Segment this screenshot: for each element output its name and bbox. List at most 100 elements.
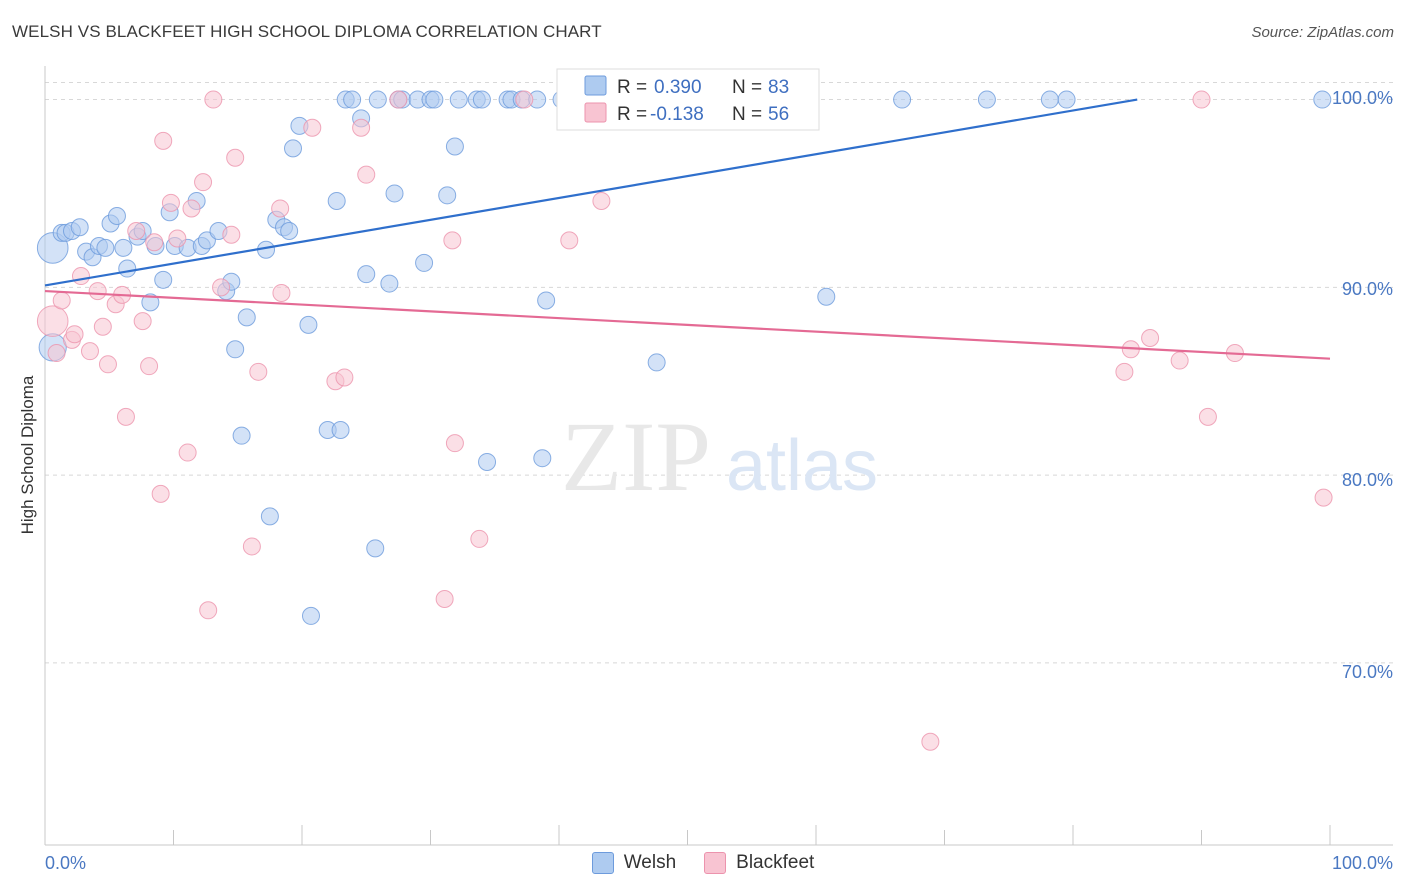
point-blackfeet-26 — [212, 278, 231, 297]
legend-n-value-welsh: 83 — [768, 77, 789, 98]
point-blackfeet-44 — [560, 231, 579, 250]
point-welsh-68 — [537, 291, 556, 310]
point-blackfeet-15 — [140, 357, 159, 376]
legend-label-blackfeet: Blackfeet — [736, 852, 815, 873]
point-welsh-30 — [237, 308, 256, 327]
point-blackfeet-30 — [249, 362, 268, 381]
point-blackfeet-51 — [1141, 329, 1160, 348]
point-welsh-18 — [154, 270, 173, 289]
series-legend: Welsh Blackfeet — [0, 852, 1406, 874]
point-welsh-67 — [533, 449, 552, 468]
point-blackfeet-25 — [204, 90, 223, 109]
grid — [45, 82, 1393, 664]
point-blackfeet-45 — [592, 191, 611, 210]
point-welsh-56 — [425, 90, 444, 109]
point-blackfeet-9 — [98, 355, 117, 374]
point-welsh-39 — [301, 606, 320, 625]
legend-n-value-blackfeet: 56 — [768, 104, 789, 125]
legend-item-blackfeet[interactable]: Blackfeet — [704, 852, 814, 874]
point-welsh-73 — [647, 353, 666, 372]
legend-swatch-blackfeet — [584, 102, 607, 123]
point-welsh-81 — [1057, 90, 1076, 109]
legend-r-label-blackfeet: R = — [617, 104, 647, 125]
point-welsh-79 — [977, 90, 996, 109]
y-tick-label-90: 90.0% — [1342, 279, 1393, 299]
point-blackfeet-31 — [271, 199, 290, 218]
point-welsh-41 — [327, 191, 346, 210]
point-blackfeet-16 — [145, 233, 164, 252]
point-welsh-77 — [817, 287, 836, 306]
point-welsh-5 — [70, 218, 89, 237]
point-welsh-54 — [415, 253, 434, 272]
point-welsh-11 — [107, 206, 126, 225]
x-tick-label-0: 0.0% — [45, 853, 86, 873]
point-welsh-46 — [357, 265, 376, 284]
point-welsh-32 — [260, 507, 279, 526]
point-blackfeet-48 — [921, 732, 940, 751]
point-blackfeet-18 — [154, 131, 173, 150]
point-blackfeet-42 — [470, 529, 489, 548]
point-blackfeet-41 — [445, 434, 464, 453]
axes — [44, 66, 1393, 846]
point-welsh-35 — [280, 221, 299, 240]
point-welsh-28 — [226, 340, 245, 359]
point-welsh-78 — [893, 90, 912, 109]
trend-lines — [44, 98, 1331, 360]
point-blackfeet-1 — [47, 344, 66, 363]
point-welsh-44 — [343, 90, 362, 109]
point-welsh-42 — [331, 421, 350, 440]
point-blackfeet-7 — [88, 282, 107, 301]
point-welsh-80 — [1040, 90, 1059, 109]
point-blackfeet-33 — [303, 118, 322, 137]
point-blackfeet-23 — [194, 173, 213, 192]
legend-swatch-welsh-bottom — [591, 852, 614, 874]
point-blackfeet-4 — [65, 325, 84, 344]
watermark-atlas: atlas — [726, 426, 878, 506]
legend-r-label-welsh: R = — [617, 77, 647, 98]
y-tick-label-100: 100.0% — [1332, 88, 1393, 108]
point-welsh-36 — [284, 139, 303, 158]
legend-label-welsh: Welsh — [623, 852, 677, 873]
point-blackfeet-37 — [357, 165, 376, 184]
point-blackfeet-20 — [168, 229, 187, 248]
point-blackfeet-17 — [151, 484, 170, 503]
trend-line-welsh — [44, 98, 1138, 287]
point-welsh-61 — [472, 90, 491, 109]
point-welsh-58 — [445, 137, 464, 156]
point-blackfeet-13 — [127, 221, 146, 240]
point-welsh-49 — [380, 274, 399, 293]
point-welsh-82 — [1313, 90, 1332, 109]
watermark-zip: ZIP — [561, 401, 711, 512]
point-blackfeet-14 — [133, 312, 152, 331]
legend-swatch-welsh — [584, 75, 607, 96]
point-blackfeet-22 — [182, 199, 201, 218]
point-blackfeet-54 — [1198, 407, 1217, 426]
point-blackfeet-35 — [335, 368, 354, 387]
point-welsh-50 — [385, 184, 404, 203]
legend-swatch-blackfeet-bottom — [704, 852, 727, 874]
point-blackfeet-6 — [80, 342, 99, 361]
point-blackfeet-24 — [199, 601, 218, 620]
point-blackfeet-43 — [515, 90, 534, 109]
point-blackfeet-56 — [1314, 488, 1333, 507]
point-blackfeet-19 — [161, 193, 180, 212]
point-welsh-38 — [299, 315, 318, 334]
point-blackfeet-12 — [116, 407, 135, 426]
legend-item-welsh[interactable]: Welsh — [591, 852, 677, 874]
point-blackfeet-52 — [1170, 351, 1189, 370]
point-welsh-13 — [118, 259, 137, 278]
point-blackfeet-49 — [1115, 362, 1134, 381]
legend-n-label-blackfeet: N = — [732, 104, 762, 125]
trend-line-blackfeet — [44, 289, 1331, 360]
point-welsh-12 — [114, 238, 133, 257]
point-welsh-62 — [478, 452, 497, 471]
point-blackfeet-29 — [242, 537, 261, 556]
point-blackfeet-0 — [36, 305, 69, 337]
legend-r-value-welsh: 0.390 — [654, 77, 702, 98]
point-blackfeet-2 — [52, 291, 71, 310]
point-blackfeet-21 — [178, 443, 197, 462]
point-welsh-48 — [368, 90, 387, 109]
point-welsh-29 — [232, 426, 251, 445]
point-blackfeet-40 — [443, 231, 462, 250]
